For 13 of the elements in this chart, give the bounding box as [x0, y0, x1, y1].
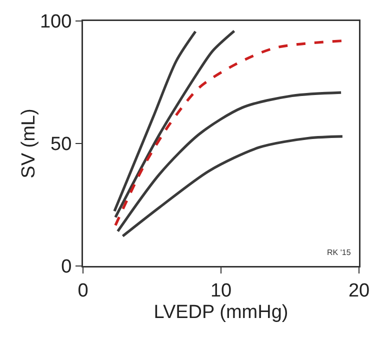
- x-tick-label: 0: [78, 280, 88, 302]
- line-series: [114, 30, 236, 219]
- line-series: [116, 91, 342, 233]
- line-series: [114, 40, 344, 227]
- x-axis-title: LVEDP (mmHg): [154, 302, 288, 323]
- line-series: [121, 135, 344, 238]
- y-axis-title: SV (mL): [18, 108, 40, 178]
- y-tick-label: 50: [50, 134, 72, 156]
- y-tick-label: 100: [40, 12, 72, 33]
- y-tick-label: 0: [61, 256, 72, 278]
- x-tick-label: 10: [210, 280, 232, 302]
- x-tick-label: 20: [348, 280, 370, 302]
- annotation: RK '15: [327, 248, 352, 257]
